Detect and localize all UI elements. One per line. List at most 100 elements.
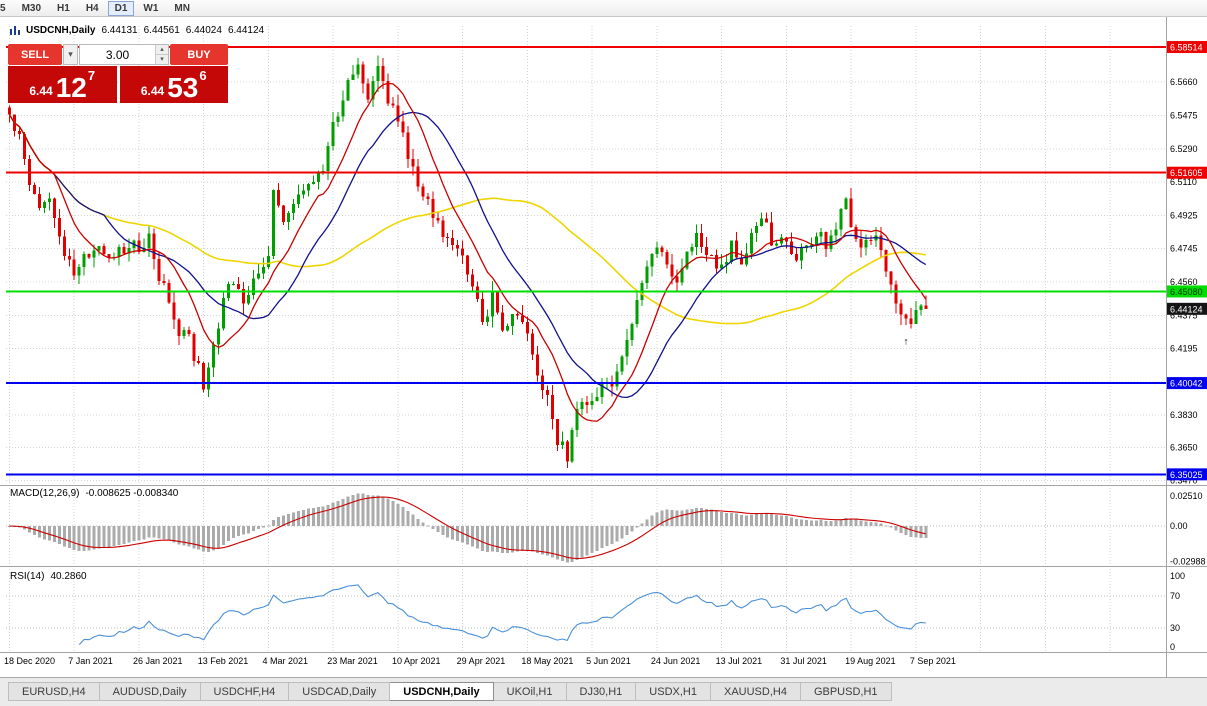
sell-price-prefix: 6.44 [29, 84, 53, 98]
svg-text:6.4560: 6.4560 [1170, 277, 1198, 287]
arrow-up-marker[interactable]: ↑ [903, 337, 908, 348]
timeframe-button-m30[interactable]: M30 [21, 2, 42, 14]
ohlc-high: 6.44561 [143, 25, 180, 36]
stepper-up-button[interactable]: ▴ [155, 45, 168, 55]
svg-text:6.4925: 6.4925 [1170, 211, 1198, 221]
macd-label: MACD(12,26,9) -0.008625 -0.008340 [10, 488, 178, 499]
buy-quote[interactable]: 6.44 53 6 [119, 66, 228, 103]
svg-text:6.51605: 6.51605 [1170, 168, 1203, 178]
sell-price-point: 7 [87, 68, 96, 83]
tab-dj30-h1[interactable]: DJ30,H1 [566, 682, 637, 701]
timeframe-button-5[interactable]: 5 [0, 2, 6, 14]
timeframe-button-mn[interactable]: MN [174, 2, 190, 14]
date-label: 26 Jan 2021 [133, 656, 183, 666]
volume-stepper: ▴ ▾ [155, 45, 168, 64]
tab-usdchf-h4[interactable]: USDCHF,H4 [200, 682, 290, 701]
date-label: 4 Mar 2021 [262, 656, 308, 666]
date-label: 10 Apr 2021 [392, 656, 441, 666]
tab-gbpusd-h1[interactable]: GBPUSD,H1 [800, 682, 892, 701]
date-label: 19 Aug 2021 [845, 656, 896, 666]
date-label: 18 May 2021 [521, 656, 573, 666]
buy-price-point: 6 [199, 68, 207, 83]
buy-price-prefix: 6.44 [140, 84, 165, 98]
date-label: 7 Jan 2021 [68, 656, 113, 666]
rsi-layer [78, 584, 926, 645]
ohlc-low: 6.44024 [185, 25, 222, 36]
ohlc-close: 6.44124 [227, 25, 265, 36]
date-label: 18 Dec 2020 [4, 656, 55, 666]
rsi-value: 40.2860 [50, 571, 87, 582]
svg-text:6.4375: 6.4375 [1170, 311, 1198, 321]
symbol-tabs: EURUSD,H4 AUDUSD,Daily USDCHF,H4 USDCAD,Dai… [0, 677, 1207, 706]
separators [0, 17, 1207, 677]
macd-layer [8, 493, 928, 563]
price-badge: 6.58514 [1167, 41, 1207, 54]
date-label: 23 Mar 2021 [327, 656, 378, 666]
svg-text:6.5475: 6.5475 [1170, 111, 1198, 121]
price-badge: 6.51605 [1167, 166, 1207, 179]
svg-text:6.4745: 6.4745 [1170, 243, 1198, 253]
timeframe-toolbar: 5 M30 H1 H4 D1 W1 MN [0, 0, 1207, 17]
chart-window: ↑6.58516.56606.54756.52906.51106.49256.4… [0, 17, 1207, 677]
ohlc-open: 6.44131 [101, 25, 138, 36]
svg-text:6.3830: 6.3830 [1170, 410, 1198, 420]
svg-text:6.45080: 6.45080 [1170, 287, 1203, 297]
tab-usdcnh-daily[interactable]: USDCNH,Daily [390, 682, 494, 701]
chart-icon [10, 25, 20, 35]
date-label: 7 Sep 2021 [910, 656, 956, 666]
tab-audusd-daily[interactable]: AUDUSD,Daily [99, 682, 201, 701]
sell-button[interactable]: SELL [8, 44, 62, 65]
grid-layer [6, 26, 1166, 652]
date-label: 31 Jul 2021 [780, 656, 827, 666]
buy-price-pips: 53 [167, 72, 199, 103]
timeframe-button-d1[interactable]: D1 [107, 0, 135, 16]
rsi-label: RSI(14) 40.2860 [10, 571, 87, 582]
svg-text:6.44124: 6.44124 [1170, 304, 1203, 314]
date-label: 24 Jun 2021 [651, 656, 701, 666]
tab-usdx-h1[interactable]: USDX,H1 [636, 682, 711, 701]
svg-text:6.5290: 6.5290 [1170, 144, 1198, 154]
date-label: 13 Jul 2021 [716, 656, 763, 666]
moving-averages-layer [8, 82, 927, 422]
date-label: 29 Apr 2021 [457, 656, 506, 666]
svg-text:0.02510: 0.02510 [1170, 491, 1203, 501]
svg-text:100: 100 [1170, 571, 1185, 581]
svg-text:6.4195: 6.4195 [1170, 343, 1198, 353]
price-badge: 6.44124 [1167, 302, 1207, 315]
macd-name: MACD(12,26,9) [10, 488, 80, 499]
price-badge: 6.45080 [1167, 285, 1207, 298]
order-type-dropdown[interactable]: ▾ [63, 44, 78, 65]
chart-symbol-period: USDCNH,Daily [26, 25, 96, 36]
chart-canvas[interactable]: ↑6.58516.56606.54756.52906.51106.49256.4… [0, 17, 1207, 677]
date-axis[interactable]: 18 Dec 2020 7 Jan 2021 26 Jan 2021 13 Feb 2… [4, 656, 956, 666]
svg-text:6.58514: 6.58514 [1170, 43, 1203, 53]
volume-field[interactable]: 3.00 ▴ ▾ [79, 44, 169, 65]
svg-text:0.00: 0.00 [1170, 521, 1188, 531]
svg-text:70: 70 [1170, 591, 1180, 601]
tab-ukoil-h1[interactable]: UKOil,H1 [493, 682, 567, 701]
svg-text:30: 30 [1170, 623, 1180, 633]
svg-text:6.5110: 6.5110 [1170, 177, 1197, 187]
chart-title: USDCNH,Daily 6.44131 6.44561 6.44024 6.4… [10, 25, 264, 36]
svg-text:6.40042: 6.40042 [1170, 379, 1203, 389]
buy-button[interactable]: BUY [170, 44, 228, 65]
sell-quote[interactable]: 6.44 12 7 [8, 66, 117, 103]
timeframe-button-w1[interactable]: W1 [143, 2, 159, 14]
sell-price-pips: 12 [55, 72, 87, 103]
date-label: 5 Jun 2021 [586, 656, 631, 666]
price-badge: 6.40042 [1167, 377, 1207, 390]
svg-text:-0.02988: -0.02988 [1170, 557, 1206, 567]
svg-text:6.35025: 6.35025 [1170, 470, 1203, 480]
chevron-down-icon: ▾ [68, 49, 73, 59]
timeframe-button-h1[interactable]: H1 [57, 2, 70, 14]
tab-usdcad-daily[interactable]: USDCAD,Daily [289, 682, 391, 701]
svg-text:6.3650: 6.3650 [1170, 443, 1198, 453]
date-label: 13 Feb 2021 [198, 656, 249, 666]
price-badge: 6.35025 [1167, 468, 1207, 481]
svg-text:0: 0 [1170, 642, 1175, 652]
timeframe-button-h4[interactable]: H4 [85, 2, 99, 14]
tab-xauusd-h4[interactable]: XAUUSD,H4 [710, 682, 801, 701]
tab-eurusd-h4[interactable]: EURUSD,H4 [8, 682, 100, 701]
stepper-down-button[interactable]: ▾ [155, 55, 168, 64]
